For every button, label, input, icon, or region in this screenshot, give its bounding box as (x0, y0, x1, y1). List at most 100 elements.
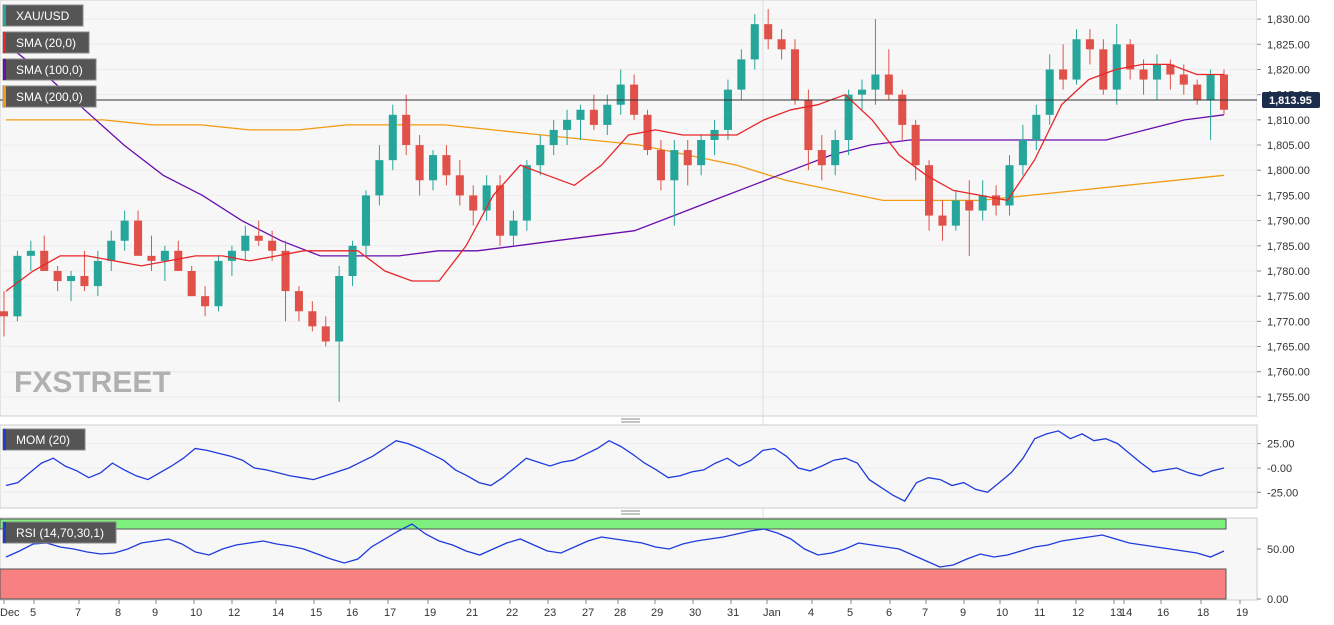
legend-xauusd-swatch (3, 5, 6, 26)
candle-body (375, 160, 384, 196)
x-tick-label: Jan (763, 607, 781, 619)
candle-body (1166, 64, 1175, 75)
candle-body (134, 220, 143, 256)
legend-mom-swatch (3, 429, 6, 450)
candle-body (335, 276, 344, 342)
candle-body (670, 150, 679, 181)
sma-20-line (5, 63, 1224, 292)
mom-gridlines (0, 443, 1257, 493)
legend-rsi-label: RSI (14,70,30,1) (16, 526, 104, 540)
legend-xauusd[interactable]: XAU/USD (2, 4, 84, 27)
candle-body (1018, 140, 1027, 166)
x-tick-label: 10 (996, 607, 1008, 619)
legend-sma200[interactable]: SMA (200,0) (2, 85, 97, 108)
legend-sma100-swatch (3, 59, 6, 80)
y-tick-label: -25.00 (1267, 487, 1298, 499)
x-tick-label: 11 (1034, 607, 1045, 619)
candle-body (1219, 74, 1229, 110)
candle-body (589, 109, 598, 125)
candle-body (1099, 49, 1108, 90)
candle-body (844, 94, 853, 140)
candle-body (616, 84, 625, 105)
legend-xauusd-label: XAU/USD (16, 9, 70, 23)
candle-body (13, 255, 22, 317)
legend-mom-label: MOM (20) (16, 433, 70, 447)
candle-body (804, 99, 813, 151)
candle-body (831, 140, 840, 166)
candle-body (1126, 44, 1135, 70)
candle-body (415, 145, 424, 181)
candle-body (160, 250, 169, 261)
y-tick-label: 1,790.00 (1267, 216, 1310, 228)
candle-body (1059, 69, 1068, 80)
sma-200-path (6, 119, 1225, 202)
candle-body (147, 255, 156, 261)
y-tick-label: 1,755.00 (1267, 392, 1310, 404)
sma-200-line (6, 119, 1225, 202)
candle-body (683, 150, 692, 166)
y-tick-label: 1,825.00 (1267, 39, 1310, 51)
candle-body (750, 24, 759, 60)
candle-body (1179, 74, 1188, 85)
candle-body (93, 260, 102, 287)
x-tick-label: 7 (75, 607, 81, 619)
y-tick-label: 1,765.00 (1267, 342, 1310, 354)
candle-body (563, 119, 572, 130)
main-gridlines (0, 18, 1257, 398)
y-tick-label: 1,770.00 (1267, 316, 1310, 328)
legend-sma200-swatch (3, 86, 6, 107)
sma-20-path (5, 63, 1224, 292)
candle-body (442, 155, 451, 176)
candle-body (723, 89, 732, 130)
candle-body (817, 150, 826, 166)
legend-sma100[interactable]: SMA (100,0) (2, 58, 97, 81)
x-tick-label: 12 (228, 607, 240, 619)
panel-resize-handle-1[interactable] (621, 418, 640, 423)
y-tick-label: 1,820.00 (1267, 64, 1310, 76)
x-tick-label: 29 (651, 607, 663, 619)
candle-body (737, 59, 746, 90)
rsi-panel: 50.00 0.00 RSI (14,70,30,1) (0, 517, 1295, 606)
x-tick-label: 27 (582, 607, 594, 619)
main-panel: 1,830.001,825.001,820.001,815.001,810.00… (0, 0, 1320, 600)
last-price-badge: 1,813.95 (1262, 91, 1320, 108)
candle-body (241, 235, 250, 251)
candle-body (482, 185, 491, 211)
candle-body (187, 270, 196, 297)
candle-body (80, 276, 89, 287)
x-tick-label: 17 (384, 607, 396, 619)
candle-body (992, 195, 1001, 206)
candle-body (1045, 69, 1054, 115)
candle-body (1139, 69, 1148, 80)
candle-body (308, 311, 317, 327)
x-tick-label: 28 (614, 607, 626, 619)
candle-body (522, 165, 531, 221)
legend-sma20[interactable]: SMA (20,0) (2, 31, 90, 54)
candle-body (53, 270, 62, 282)
mom-line (5, 430, 1225, 502)
rsi-overbought-zone (0, 518, 1227, 530)
x-tick-label: Dec (0, 607, 20, 619)
mom-path (5, 430, 1225, 502)
y-tick-label: 1,785.00 (1267, 241, 1310, 253)
rsi-line (5, 523, 1225, 568)
candle-body (576, 109, 585, 120)
y-tick-label: 0.00 (1267, 594, 1288, 606)
candle-body (951, 200, 960, 226)
candle-body (697, 140, 706, 166)
legend-mom[interactable]: MOM (20) (2, 428, 86, 451)
mom-plot-area (0, 424, 1258, 509)
fxstreet-logo: FXSTREET (14, 366, 171, 399)
legend-sma100-label: SMA (100,0) (16, 63, 83, 77)
x-tick-label: 16 (346, 607, 358, 619)
x-tick-label: 4 (808, 607, 814, 619)
candle-body (388, 114, 397, 161)
candle-body (1112, 44, 1121, 90)
candle-body (254, 235, 263, 241)
x-tick-label: 9 (152, 607, 158, 619)
candle-body (294, 291, 303, 312)
y-tick-label: 1,800.00 (1267, 165, 1310, 177)
legend-rsi[interactable]: RSI (14,70,30,1) (2, 521, 117, 544)
panel-resize-handle-2[interactable] (621, 510, 640, 515)
candle-body (978, 195, 987, 211)
